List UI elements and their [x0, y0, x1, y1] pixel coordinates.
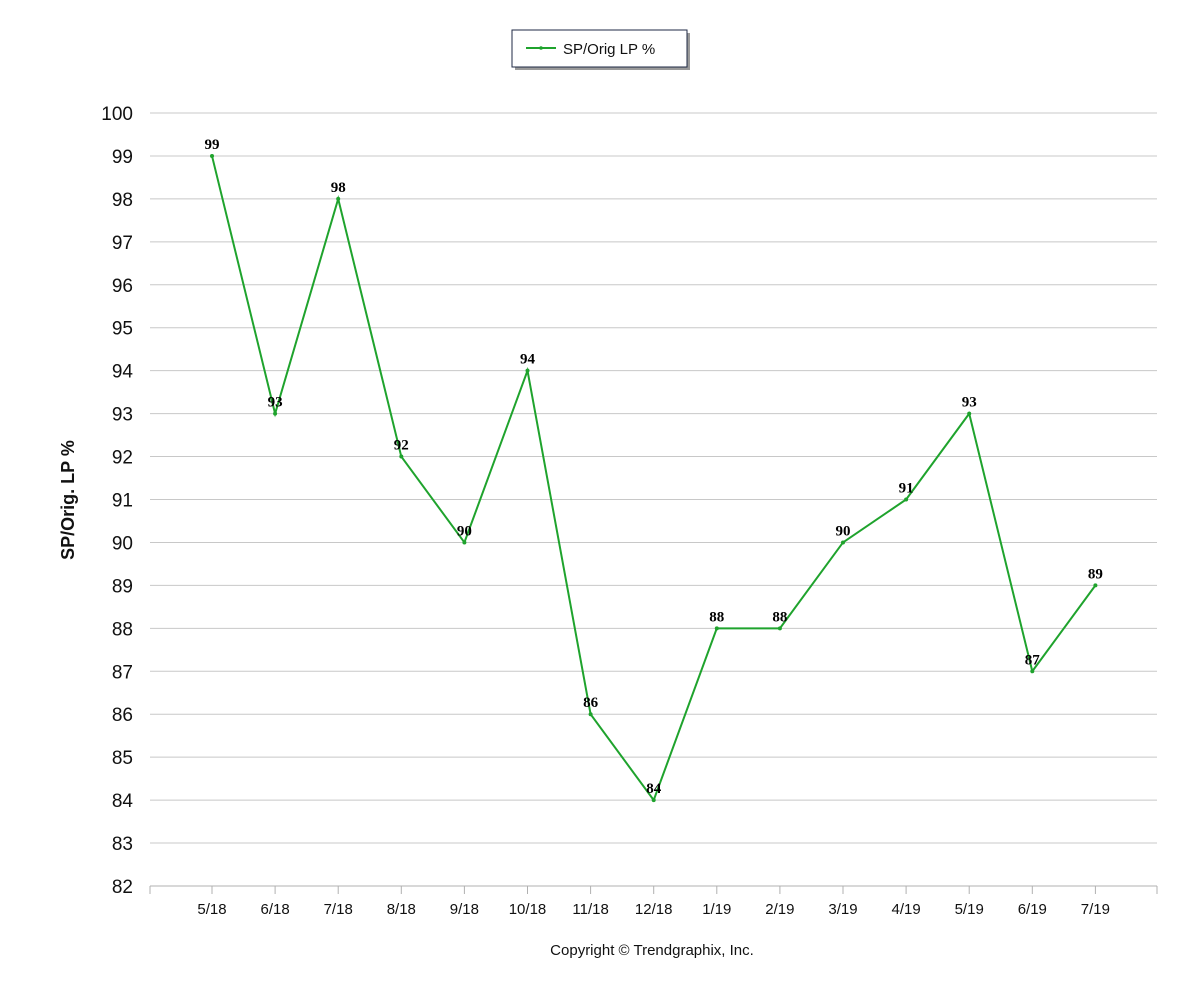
data-point — [273, 411, 278, 416]
legend: SP/Orig LP % — [511, 29, 690, 70]
y-tick-label: 85 — [112, 748, 133, 769]
x-tick-label: 3/19 — [828, 901, 857, 918]
data-label: 88 — [709, 609, 724, 625]
x-tick-label: 12/18 — [635, 901, 673, 918]
y-tick-label: 94 — [112, 362, 134, 383]
data-label: 88 — [772, 609, 787, 625]
legend-swatch-marker — [539, 46, 543, 50]
y-tick-label: 86 — [112, 705, 133, 726]
x-tick-label: 7/18 — [324, 901, 353, 918]
series-line — [211, 155, 1097, 803]
data-labels: 99 93 98 92 90 94 86 84 88 88 90 91 93 87 89 — [205, 137, 1103, 797]
y-tick-label: 98 — [112, 190, 133, 211]
data-point — [336, 196, 341, 201]
y-tick-label: 82 — [112, 877, 133, 898]
y-axis-label: SP/Orig. LP % — [58, 440, 78, 560]
y-tick-label: 96 — [112, 276, 133, 297]
y-tick-label: 83 — [112, 834, 133, 855]
data-label: 92 — [394, 438, 409, 454]
y-tick-label: 88 — [112, 619, 133, 640]
x-tick-label: 5/19 — [955, 901, 984, 918]
data-label: 93 — [268, 395, 283, 411]
data-point — [525, 368, 530, 373]
x-tick-label: 4/19 — [891, 901, 920, 918]
data-point — [841, 540, 845, 545]
data-label: 90 — [836, 523, 851, 539]
y-tick-label: 84 — [112, 791, 134, 812]
y-axis-ticks: 82 83 84 85 86 87 88 89 90 91 92 93 94 95 96 97 98 99 100 — [101, 104, 133, 898]
y-tick-label: 95 — [112, 319, 133, 340]
data-point — [651, 798, 656, 803]
data-label: 93 — [962, 395, 977, 411]
data-point — [1030, 669, 1035, 674]
data-point — [1093, 583, 1098, 588]
y-tick-label: 93 — [112, 405, 133, 426]
data-label: 87 — [1025, 652, 1041, 668]
y-tick-label: 90 — [112, 533, 133, 554]
data-label: 91 — [899, 481, 914, 497]
data-label: 90 — [457, 523, 472, 539]
x-tick-label: 7/19 — [1081, 901, 1110, 918]
y-tick-label: 100 — [101, 104, 133, 125]
data-point — [399, 454, 404, 459]
data-point — [462, 540, 467, 545]
x-tick-label: 11/18 — [572, 901, 608, 918]
x-tick-label: 2/19 — [765, 901, 794, 918]
data-point — [967, 411, 972, 416]
x-tick-label: 6/18 — [260, 901, 289, 918]
y-tick-label: 87 — [112, 662, 133, 683]
data-point — [588, 712, 593, 717]
x-tick-label: 10/18 — [509, 901, 547, 918]
data-point — [777, 626, 782, 631]
gridlines — [150, 112, 1157, 844]
y-tick-label: 89 — [112, 576, 133, 597]
data-label: 86 — [583, 695, 599, 711]
y-tick-label: 92 — [112, 448, 133, 469]
data-point — [714, 626, 719, 631]
data-label: 99 — [205, 137, 220, 153]
x-tick-label: 8/18 — [387, 901, 416, 918]
x-axis: 5/18 6/18 7/18 8/18 9/18 10/18 11/18 12/18 1/19 2… — [149, 885, 1158, 918]
y-tick-label: 97 — [112, 233, 133, 254]
data-label: 98 — [331, 180, 346, 196]
x-tick-label: 5/18 — [197, 901, 226, 918]
y-tick-label: 91 — [112, 491, 133, 512]
x-tick-label: 9/18 — [450, 901, 479, 918]
y-tick-label: 99 — [112, 147, 133, 168]
copyright-footer: Copyright © Trendgraphix, Inc. — [550, 942, 754, 959]
data-point — [904, 497, 909, 502]
data-label: 84 — [646, 781, 662, 797]
legend-series-label: SP/Orig LP % — [563, 41, 655, 58]
data-point — [210, 153, 214, 158]
series-sp-orig-lp — [210, 153, 1098, 803]
data-label: 94 — [520, 352, 536, 368]
x-tick-label: 1/19 — [702, 901, 731, 918]
x-tick-label: 6/19 — [1018, 901, 1047, 918]
data-label: 89 — [1088, 566, 1103, 582]
